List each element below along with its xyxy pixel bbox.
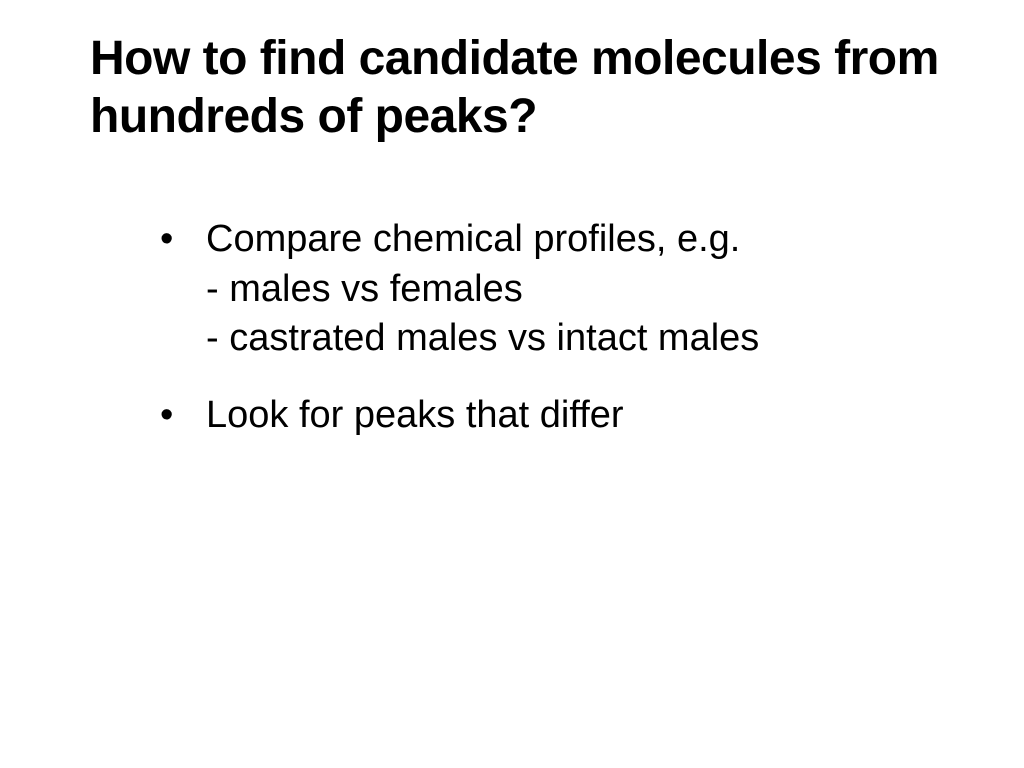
- slide-title: How to find candidate molecules from hun…: [90, 30, 964, 145]
- bullet-item: • Compare chemical profiles, e.g. - male…: [150, 215, 924, 363]
- slide: How to find candidate molecules from hun…: [0, 0, 1024, 768]
- bullet-text: Look for peaks that differ: [206, 391, 924, 440]
- bullet-subtext: - males vs females: [206, 265, 924, 314]
- bullet-subtext: - castrated males vs intact males: [206, 314, 924, 363]
- bullet-text: Compare chemical profiles, e.g.: [206, 215, 924, 264]
- bullet-item: • Look for peaks that differ: [150, 391, 924, 440]
- bullet-content: Look for peaks that differ: [206, 391, 924, 440]
- bullet-marker-icon: •: [150, 215, 206, 363]
- slide-body: • Compare chemical profiles, e.g. - male…: [90, 215, 964, 441]
- bullet-marker-icon: •: [150, 391, 206, 440]
- bullet-content: Compare chemical profiles, e.g. - males …: [206, 215, 924, 363]
